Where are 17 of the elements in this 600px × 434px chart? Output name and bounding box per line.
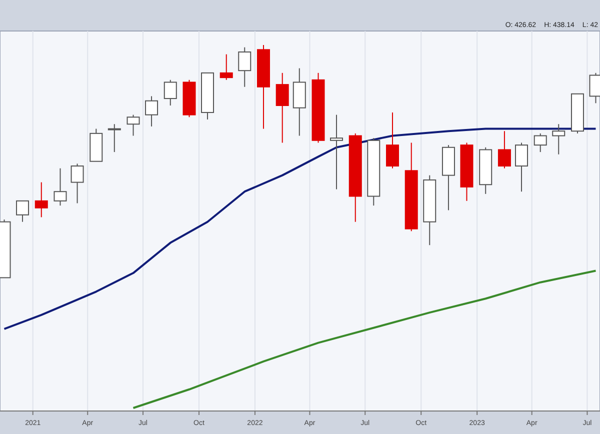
- candlestick: [330, 114, 344, 190]
- candlestick: [238, 46, 252, 88]
- candlestick: [276, 72, 289, 144]
- candlestick: [552, 124, 566, 155]
- candlestick: [126, 114, 140, 136]
- candlestick: [70, 163, 84, 204]
- candlestick: [108, 124, 121, 153]
- candlestick: [54, 168, 67, 206]
- candlestick: [534, 132, 547, 153]
- candlestick: [16, 200, 30, 222]
- candlestick: [498, 130, 511, 169]
- candlestick: [145, 96, 158, 127]
- candlestick: [34, 182, 48, 218]
- candlestick: [386, 112, 399, 169]
- candlestick: [220, 54, 233, 80]
- candlestick: [515, 142, 528, 192]
- candlestick: [164, 79, 177, 106]
